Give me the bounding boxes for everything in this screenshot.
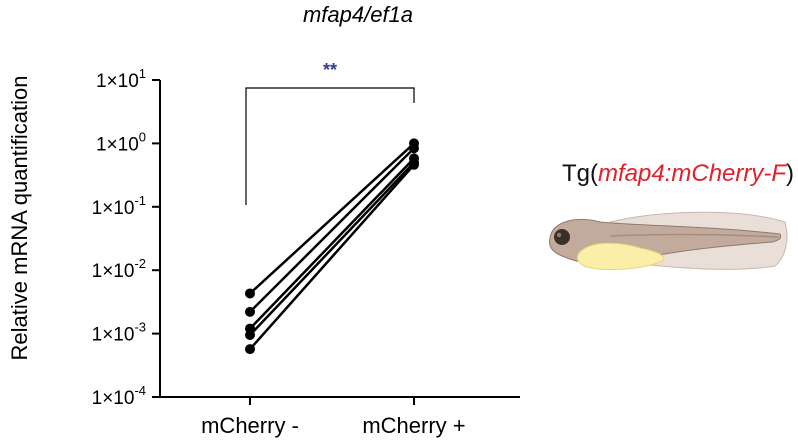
- significance-label: **: [323, 60, 337, 80]
- y-tick-label: 1×100: [96, 129, 146, 155]
- x-ticks: mCherry - mCherry +: [201, 397, 466, 438]
- y-tick-label: 1×10-2: [92, 256, 146, 282]
- data-series: [245, 138, 419, 355]
- tg-suffix: ): [786, 160, 795, 187]
- pair-line: [249, 157, 415, 330]
- x-tick-label: mCherry +: [362, 413, 465, 438]
- y-ticks: 1×101 1×100 1×10-1 1×10-2 1×10-3 1×10-4: [92, 66, 160, 409]
- chart-title: mfap4/ef1a: [302, 2, 414, 27]
- data-point: [409, 159, 419, 170]
- x-tick-label: mCherry -: [201, 413, 299, 438]
- notochord: [609, 233, 779, 238]
- data-point: [245, 288, 255, 299]
- y-tick-label: 1×10-1: [92, 193, 146, 219]
- pair-line: [249, 147, 415, 313]
- significance-bracket: **: [245, 60, 415, 205]
- y-tick-label: 1×10-3: [92, 320, 146, 346]
- pair-line: [249, 142, 415, 295]
- significance-line: [245, 87, 415, 205]
- tg-prefix: Tg(: [562, 160, 598, 187]
- eye-highlight: [556, 232, 562, 238]
- data-point: [245, 344, 255, 355]
- eye: [554, 229, 570, 245]
- data-point: [245, 330, 255, 341]
- pair-line: [249, 161, 415, 336]
- transgenic-label: Tg(mfap4:mCherry-F): [562, 160, 794, 188]
- data-point: [409, 143, 419, 154]
- data-point: [245, 306, 255, 317]
- y-tick-label: 1×10-4: [92, 383, 146, 409]
- y-tick-label: 1×101: [96, 66, 146, 92]
- yolk-sac: [576, 242, 665, 270]
- tg-allele: mfap4:mCherry-F: [598, 160, 787, 187]
- pair-line: [249, 163, 415, 350]
- zebrafish-larva-illustration: [549, 211, 788, 270]
- axes: [159, 80, 520, 398]
